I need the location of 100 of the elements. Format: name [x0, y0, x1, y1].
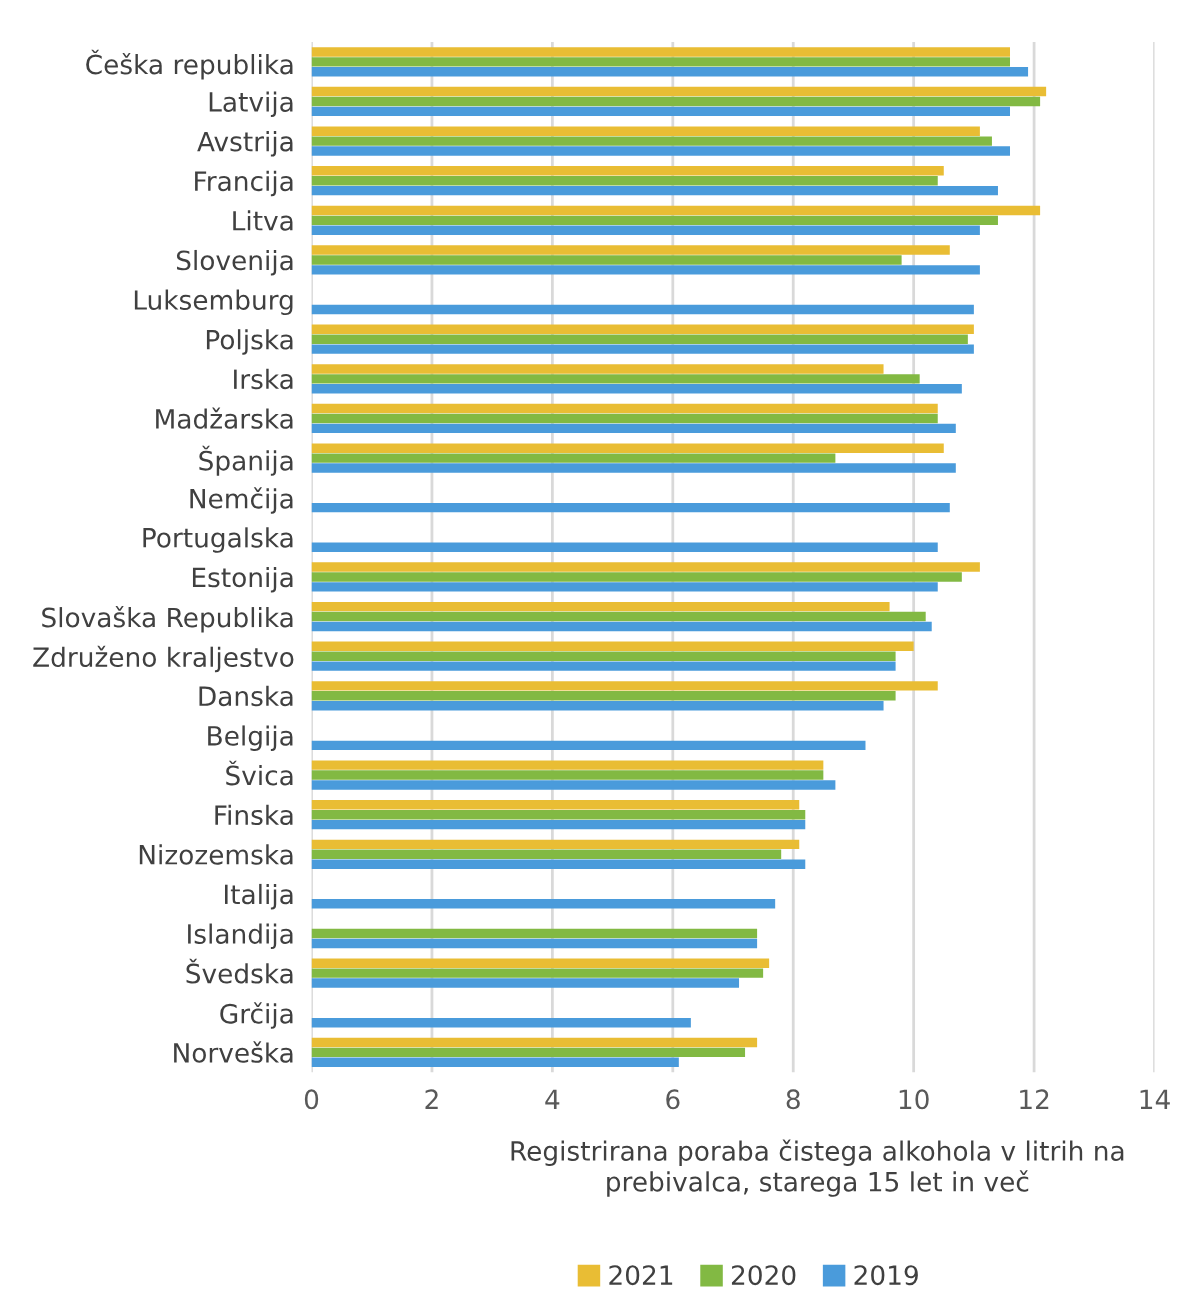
y-tick-label: Italija: [224, 883, 293, 910]
y-tick-label: Norveška: [174, 1041, 293, 1063]
x-tick-label: 14: [1140, 1089, 1170, 1109]
bar: [311, 86, 1047, 97]
x-tick-label: 12: [1020, 1089, 1049, 1109]
bar: [311, 968, 764, 978]
bar: [311, 176, 938, 186]
y-tick-label: Švedska: [186, 958, 293, 984]
bar: [311, 265, 980, 275]
y-tick-label: Avstrija: [197, 131, 293, 157]
bar: [311, 126, 980, 136]
bar: [311, 225, 980, 235]
bar: [311, 849, 782, 860]
bar: [311, 621, 932, 632]
bar: [311, 67, 1029, 77]
bar: [311, 691, 896, 701]
bar: [311, 760, 824, 770]
bar: [311, 374, 920, 384]
bar: [311, 106, 1010, 117]
y-tick-label: Švica: [226, 760, 293, 786]
bar: [311, 958, 770, 968]
y-tick-label: Španija: [199, 445, 293, 476]
x-tick-label: 2: [425, 1089, 438, 1109]
bar: [311, 661, 896, 671]
bar: [311, 1057, 679, 1068]
bar: [311, 453, 836, 463]
bar: [311, 57, 1010, 67]
bar: [311, 47, 1010, 57]
bar: [311, 463, 956, 473]
bar: [311, 403, 938, 414]
x-tick-label: 0: [304, 1089, 319, 1110]
x-axis-title: Registrirana poraba čistega alkohola v litrih na prebivalca, starega 15 let in več: [511, 1139, 1124, 1197]
legend-label: 2019: [854, 1265, 918, 1286]
y-tick-label: Nemčija: [190, 487, 293, 514]
y-tick-label: Latvija: [209, 91, 293, 117]
x-tick-label: 4: [545, 1089, 560, 1109]
bar: [311, 978, 740, 988]
bar: [311, 1037, 758, 1048]
bar: [311, 146, 1010, 156]
y-tick-label: Islandija: [188, 923, 293, 950]
bar: [311, 601, 890, 612]
bar: [311, 572, 962, 582]
bar: [311, 364, 884, 374]
legend-label: 2021: [609, 1265, 673, 1286]
y-tick-label: Slovenija: [176, 249, 293, 276]
bar: [311, 384, 962, 394]
legend-label: 2020: [731, 1265, 796, 1286]
bar: [311, 344, 974, 354]
x-tick-label: 6: [666, 1089, 680, 1110]
bar: [311, 185, 998, 196]
bar: [311, 899, 776, 909]
y-tick-label: Slovaška Republika: [42, 606, 293, 633]
bar: [311, 611, 926, 622]
bar: [311, 859, 806, 869]
bar: [311, 245, 950, 255]
y-tick-label: Luksemburg: [134, 289, 293, 316]
y-tick-label: Nizozemska: [139, 844, 293, 865]
y-tick-label: Grčija: [220, 1002, 293, 1029]
bar: [311, 770, 824, 780]
bar: [311, 96, 1041, 107]
y-tick-label: Češka republika: [86, 49, 293, 80]
bar: [311, 413, 938, 424]
bar: [311, 819, 806, 830]
y-tick-label: Portugalska: [143, 527, 293, 553]
y-tick-label: Belgija: [208, 725, 293, 751]
bar: [311, 582, 938, 592]
bar: [311, 166, 944, 176]
bar: [311, 928, 758, 939]
bar: [311, 809, 806, 820]
y-tick-label: Danska: [199, 685, 293, 707]
bar: [311, 800, 800, 810]
y-tick-label: Litva: [233, 210, 293, 231]
bar: [311, 839, 800, 850]
bar: [311, 205, 1041, 216]
y-tick-label: Poljska: [206, 329, 293, 355]
bar: [311, 304, 974, 315]
bar: [311, 502, 950, 513]
x-tick-label: 10: [899, 1089, 929, 1110]
bar: [311, 681, 938, 691]
bar: [311, 443, 944, 453]
bar: [311, 780, 836, 790]
bar: [311, 641, 914, 651]
bar: [311, 255, 902, 265]
y-tick-label: Francija: [195, 170, 293, 197]
bar: [311, 651, 896, 661]
y-tick-label: Madžarska: [156, 407, 293, 429]
x-tick-label: 8: [786, 1089, 800, 1110]
bar: [311, 215, 998, 226]
y-tick-label: Združeno kraljestvo: [33, 645, 294, 673]
bar: [311, 423, 956, 434]
bar: [311, 562, 980, 572]
bar: [311, 938, 758, 949]
y-tick-label: Finska: [215, 804, 293, 826]
bar: [311, 701, 884, 711]
y-tick-label: Irska: [234, 368, 293, 390]
bar: [311, 334, 968, 344]
bar: [311, 1047, 746, 1058]
bar: [311, 324, 974, 335]
bar: [311, 136, 992, 146]
bar: [311, 542, 938, 552]
